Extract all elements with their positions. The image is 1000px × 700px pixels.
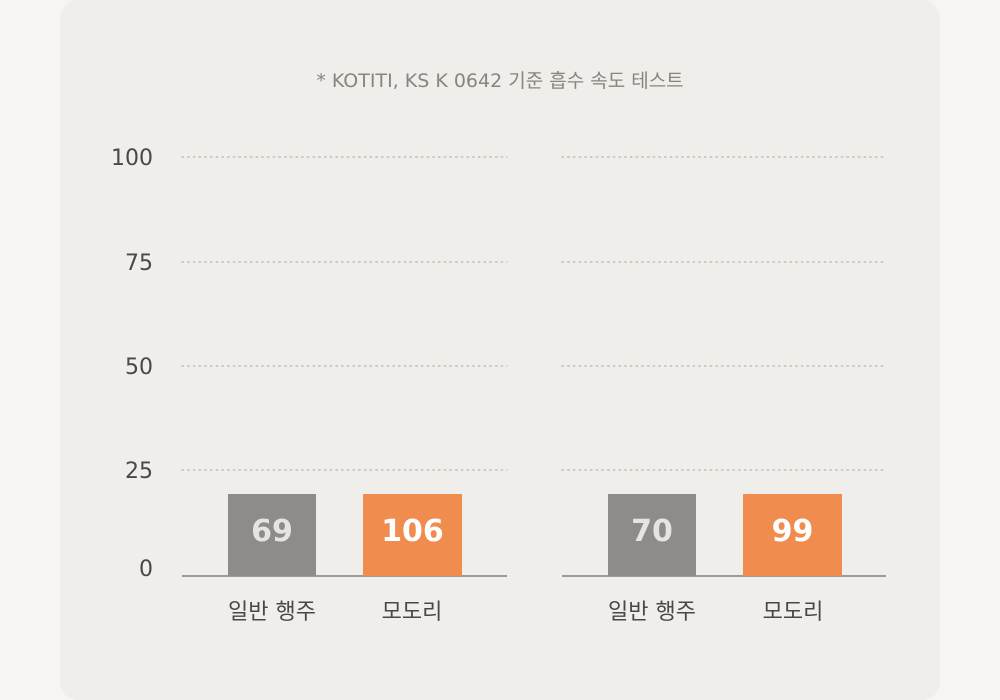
data-label: 106 — [381, 514, 444, 549]
y-tick-label: 75 — [125, 251, 153, 276]
bar-modori — [743, 494, 842, 576]
data-label: 99 — [772, 514, 814, 549]
y-tick-label: 50 — [125, 355, 153, 380]
x-tick-label: 모도리 — [382, 600, 443, 625]
bar-regular-cloth — [608, 494, 696, 576]
x-tick-label: 일반 행주 — [228, 600, 316, 625]
y-tick-label: 25 — [125, 459, 153, 484]
x-tick-label: 일반 행주 — [608, 600, 696, 625]
x-tick-label: 모도리 — [763, 600, 824, 625]
bar-regular-cloth — [228, 494, 316, 576]
test-standard-note: * KOTITI, KS K 0642 기준 흡수 속도 테스트 — [316, 70, 684, 92]
y-tick-label: 100 — [111, 146, 153, 171]
y-tick-label: 0 — [139, 557, 153, 582]
data-label: 69 — [251, 514, 293, 549]
data-label: 70 — [631, 514, 673, 549]
chart-card — [60, 0, 940, 700]
bar-modori — [363, 494, 462, 576]
